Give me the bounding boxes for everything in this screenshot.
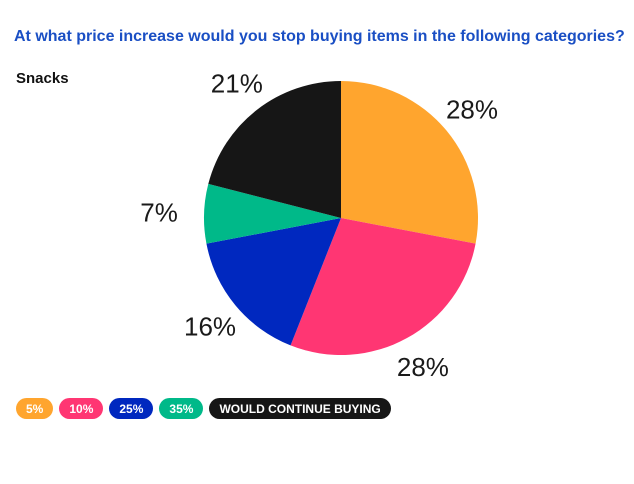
legend-item-4: WOULD CONTINUE BUYING [209,398,391,419]
slice-label-2: 16% [184,311,236,341]
slice-label-0: 28% [446,95,498,125]
legend-item-3: 35% [159,398,204,419]
pie-slice-2 [206,218,341,346]
slice-label-3: 7% [140,197,178,227]
pie-slice-1 [290,218,476,355]
legend-item-0: 5% [16,398,54,419]
slice-label-1: 28% [397,352,449,382]
pie-slice-4 [208,81,341,218]
chart-title: At what price increase would you stop bu… [14,28,625,45]
legend-item-1: 10% [59,398,104,419]
pie-slice-3 [204,183,341,244]
pie-slice-0 [341,81,479,244]
legend: 5% 10% 25% 35% WOULD CONTINUE BUYING [16,398,391,419]
legend-item-2: 25% [109,398,154,419]
pie-chart: 28% 28% 16% 7% 21% [140,69,498,382]
chart-subtitle: Snacks [16,70,69,87]
slice-label-4: 21% [211,69,263,99]
